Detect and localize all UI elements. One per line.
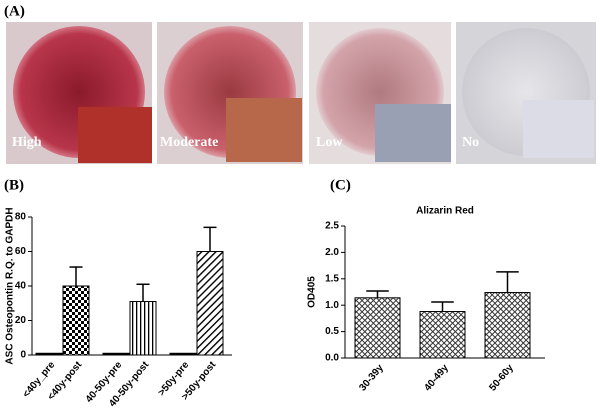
bar xyxy=(102,352,130,356)
x-tick-label: 30-39y xyxy=(357,362,386,393)
chart-title: Alizarin Red xyxy=(416,206,474,217)
panel-label: (A) xyxy=(4,3,25,19)
y-tick-label: 40 xyxy=(15,281,27,292)
photo xyxy=(157,22,303,164)
y-tick-label: 0.0 xyxy=(325,353,339,364)
bar xyxy=(62,285,90,356)
error-bar xyxy=(496,271,519,293)
y-tick-label: 2.5 xyxy=(325,221,339,232)
x-tick-label: 40-49y xyxy=(422,362,451,393)
photo xyxy=(6,22,152,164)
bar xyxy=(484,292,531,359)
photo-label: No xyxy=(462,135,479,150)
photo xyxy=(309,22,451,164)
bar xyxy=(354,297,401,359)
y-tick-label: 0.5 xyxy=(325,326,339,337)
y-tick-label: 20 xyxy=(15,315,27,326)
photo-label: Moderate xyxy=(160,135,218,150)
error-bar xyxy=(136,283,150,302)
bar xyxy=(129,301,157,356)
bar xyxy=(169,352,197,356)
photo-label: High xyxy=(12,135,42,150)
photo xyxy=(456,22,596,164)
y-axis-label: ASC Osteopontin R.Q. to GAPDH xyxy=(5,207,16,364)
x-tick-label: 50-60y xyxy=(487,362,516,393)
panel-label: (B) xyxy=(4,177,24,193)
panel-label: (C) xyxy=(330,177,351,193)
error-bar xyxy=(366,290,389,298)
y-tick-label: 0 xyxy=(20,350,26,361)
y-tick-label: 2.0 xyxy=(325,247,339,258)
bar xyxy=(196,251,224,356)
y-axis-label: OD405 xyxy=(307,276,318,308)
bar xyxy=(419,311,466,359)
y-tick-label: 1.0 xyxy=(325,300,339,311)
y-tick-label: 1.5 xyxy=(325,273,339,284)
error-bar xyxy=(431,301,454,312)
bar xyxy=(35,352,63,356)
y-tick-label: 60 xyxy=(15,246,27,257)
photo-label: Low xyxy=(316,135,343,150)
error-bar xyxy=(203,226,217,252)
y-tick-label: 80 xyxy=(15,212,27,223)
error-bar xyxy=(69,266,83,286)
